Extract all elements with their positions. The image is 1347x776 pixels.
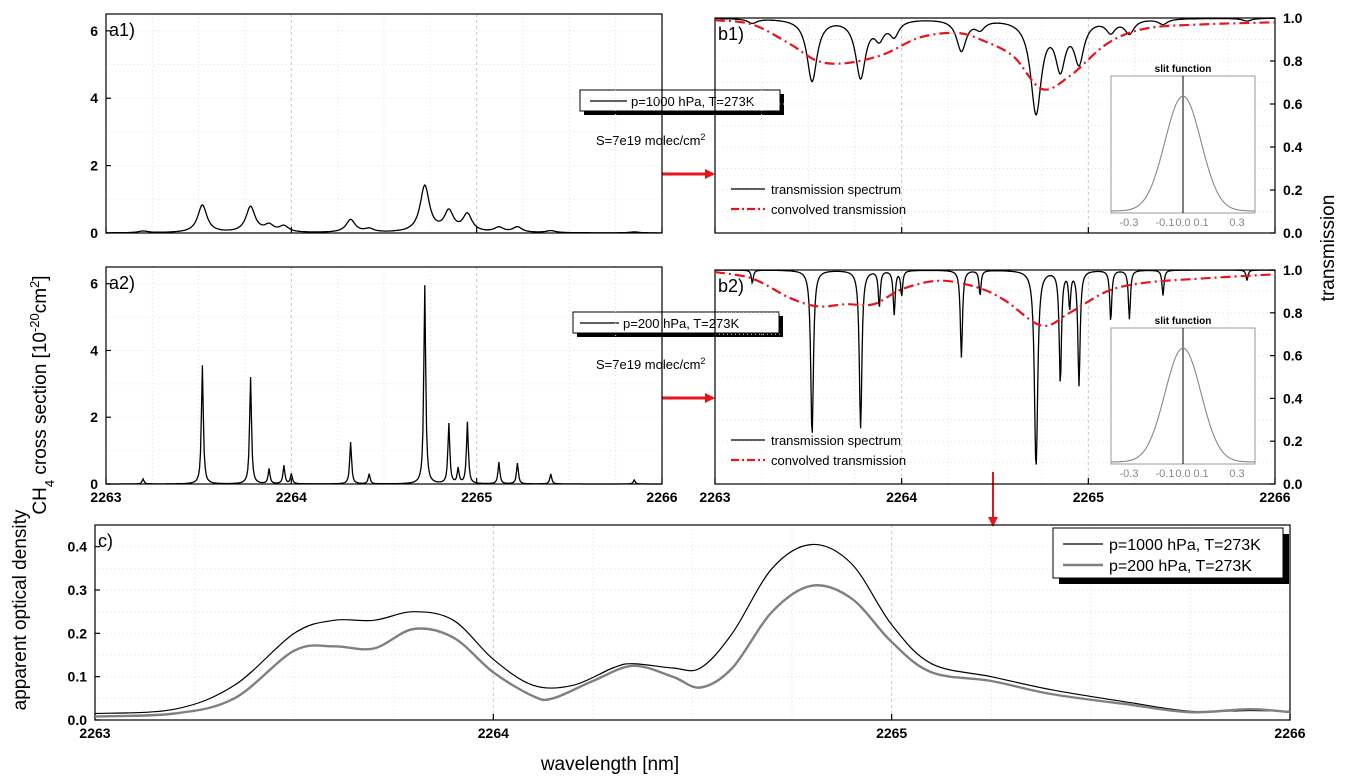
- plot-frame: [105, 13, 663, 234]
- optical-density-line-1: [94, 543, 1291, 715]
- y-tick-label: 0.2: [1283, 182, 1303, 198]
- inset-tick-label: 0.1: [1193, 468, 1208, 480]
- x-tick-label: 2265: [876, 725, 907, 741]
- legend-a2: p=200 hPa, T=273K: [572, 311, 783, 337]
- transmission-spectrum-line: [715, 17, 1275, 116]
- x-tick-label: 2263: [699, 489, 730, 505]
- slit-function-inset: slit function -0.3 -0.1 0.0 0.1 0.3: [1110, 64, 1256, 229]
- cross-section-line: [106, 183, 662, 234]
- legend-label-convolved: convolved transmission: [771, 453, 906, 468]
- inset-tick-label: 0.0: [1175, 468, 1190, 480]
- transmission-spectrum-line: [715, 269, 1275, 465]
- slit-function-line: [1110, 347, 1256, 463]
- legend-a1-label: p=1000 hPa, T=273K: [631, 94, 755, 109]
- y-tick-label: 0.4: [1283, 139, 1303, 155]
- panel-label: b1): [718, 24, 744, 44]
- inset-tick-label: 0.3: [1229, 217, 1244, 229]
- inset-tick-label: 0.1: [1193, 217, 1208, 229]
- y-tick-label: 4: [90, 342, 98, 358]
- legend-label-c-2: p=200 hPa, T=273K: [1109, 558, 1252, 575]
- x-tick-label: 2265: [1073, 489, 1104, 505]
- y-tick-label: 0: [90, 225, 98, 241]
- panel-label: a2): [109, 273, 135, 293]
- y-tick-label: 0: [90, 476, 98, 492]
- y-tick-label: 2: [90, 409, 98, 425]
- x-tick-label: 2265: [461, 489, 492, 505]
- x-tick-label: 2266: [646, 489, 677, 505]
- column-density-note-2: S=7e19 molec/cm2: [596, 356, 705, 372]
- panel-label: a1): [109, 20, 135, 40]
- y-axis-title-cross-section: CH4 cross section [10-20cm2]: [27, 275, 57, 514]
- cross-section-line: [106, 285, 662, 485]
- panel-b2: 0.0 0.2 0.4 0.6 0.8 1.0 2263 2264 2265 2266 b2) tra…: [699, 262, 1302, 505]
- slit-function-line: [1110, 95, 1256, 212]
- inset-tick-label: -0.3: [1120, 217, 1139, 229]
- legend-label-convolved: convolved transmission: [771, 202, 906, 217]
- panel-b1: 0.0 0.2 0.4 0.6 0.8 1.0 b1) transmission spectr…: [714, 10, 1303, 241]
- y-tick-label: 1.0: [1283, 262, 1303, 278]
- panel-a1: 0 2 4 6 a1): [90, 13, 663, 241]
- legend-label-transmission: transmission spectrum: [771, 433, 901, 448]
- inset-tick-label: -0.1: [1156, 217, 1175, 229]
- x-axis-title-wavelength: wavelength [nm]: [540, 754, 679, 775]
- y-tick-label: 0.0: [1283, 225, 1303, 241]
- y-tick-label: 0.8: [1283, 305, 1303, 321]
- y-tick-label: 1.0: [1283, 10, 1303, 26]
- y-tick-label: 4: [90, 90, 98, 106]
- y-tick-label: 6: [90, 276, 98, 292]
- plot-frame: [714, 17, 1276, 234]
- y-tick-label: 0.6: [1283, 96, 1303, 112]
- y-tick-label: 0.4: [68, 539, 88, 555]
- x-tick-label: 2266: [1259, 489, 1290, 505]
- x-tick-label: 2263: [79, 725, 110, 741]
- legend-a2-label: p=200 hPa, T=273K: [623, 316, 739, 331]
- inset-title: slit function: [1155, 64, 1212, 75]
- y-tick-label: 0.4: [1283, 390, 1303, 406]
- inset-tick-label: -0.1: [1156, 468, 1175, 480]
- panel-label: b2): [718, 276, 744, 296]
- plot-frame: [714, 269, 1276, 485]
- x-tick-label: 2264: [478, 725, 509, 741]
- y-tick-label: 2: [90, 158, 98, 174]
- y-tick-label: 0.1: [68, 669, 88, 685]
- y-tick-label: 0.0: [1283, 476, 1303, 492]
- panel-c: 0.0 0.1 0.2 0.3 0.4 2263 2264 2265 2266 c) p=1000 …: [68, 524, 1306, 741]
- y-tick-label: 0.3: [68, 582, 88, 598]
- legend-label-transmission: transmission spectrum: [771, 182, 901, 197]
- column-density-note-1: S=7e19 molec/cm2: [596, 132, 705, 148]
- optical-density-line-2: [94, 584, 1291, 718]
- inset-title: slit function: [1155, 316, 1212, 327]
- panel-a2: 0 2 4 6 2263 2264 2265 2266 a2): [90, 266, 678, 505]
- x-tick-label: 2266: [1274, 725, 1305, 741]
- y-axis-title-optical-density: apparent optical density: [10, 509, 31, 710]
- y-tick-label: 6: [90, 23, 98, 39]
- inset-tick-label: 0.3: [1229, 468, 1244, 480]
- y-tick-label: 0.2: [1283, 433, 1303, 449]
- y-tick-label: 0.8: [1283, 53, 1303, 69]
- x-tick-label: 2263: [90, 489, 121, 505]
- legend-a1: p=1000 hPa, T=273K: [579, 89, 784, 115]
- legend-box: [1052, 527, 1284, 579]
- y-tick-label: 0.2: [68, 625, 88, 641]
- y-tick-label: 0.0: [68, 712, 88, 728]
- plot-frame: [94, 524, 1291, 721]
- x-tick-label: 2264: [886, 489, 917, 505]
- convolved-transmission-line: [714, 271, 1276, 328]
- x-tick-label: 2264: [276, 489, 307, 505]
- slit-function-inset: slit function -0.3 -0.1 0.0 0.1 0.3: [1110, 316, 1256, 480]
- legend-label-c-1: p=1000 hPa, T=273K: [1109, 537, 1261, 554]
- inset-tick-label: 0.0: [1175, 217, 1190, 229]
- inset-tick-label: -0.3: [1120, 468, 1139, 480]
- panel-label: c): [98, 531, 113, 551]
- y-axis-title-transmission: transmission: [1318, 195, 1339, 302]
- y-tick-label: 0.6: [1283, 348, 1303, 364]
- convolved-transmission-line: [714, 19, 1276, 91]
